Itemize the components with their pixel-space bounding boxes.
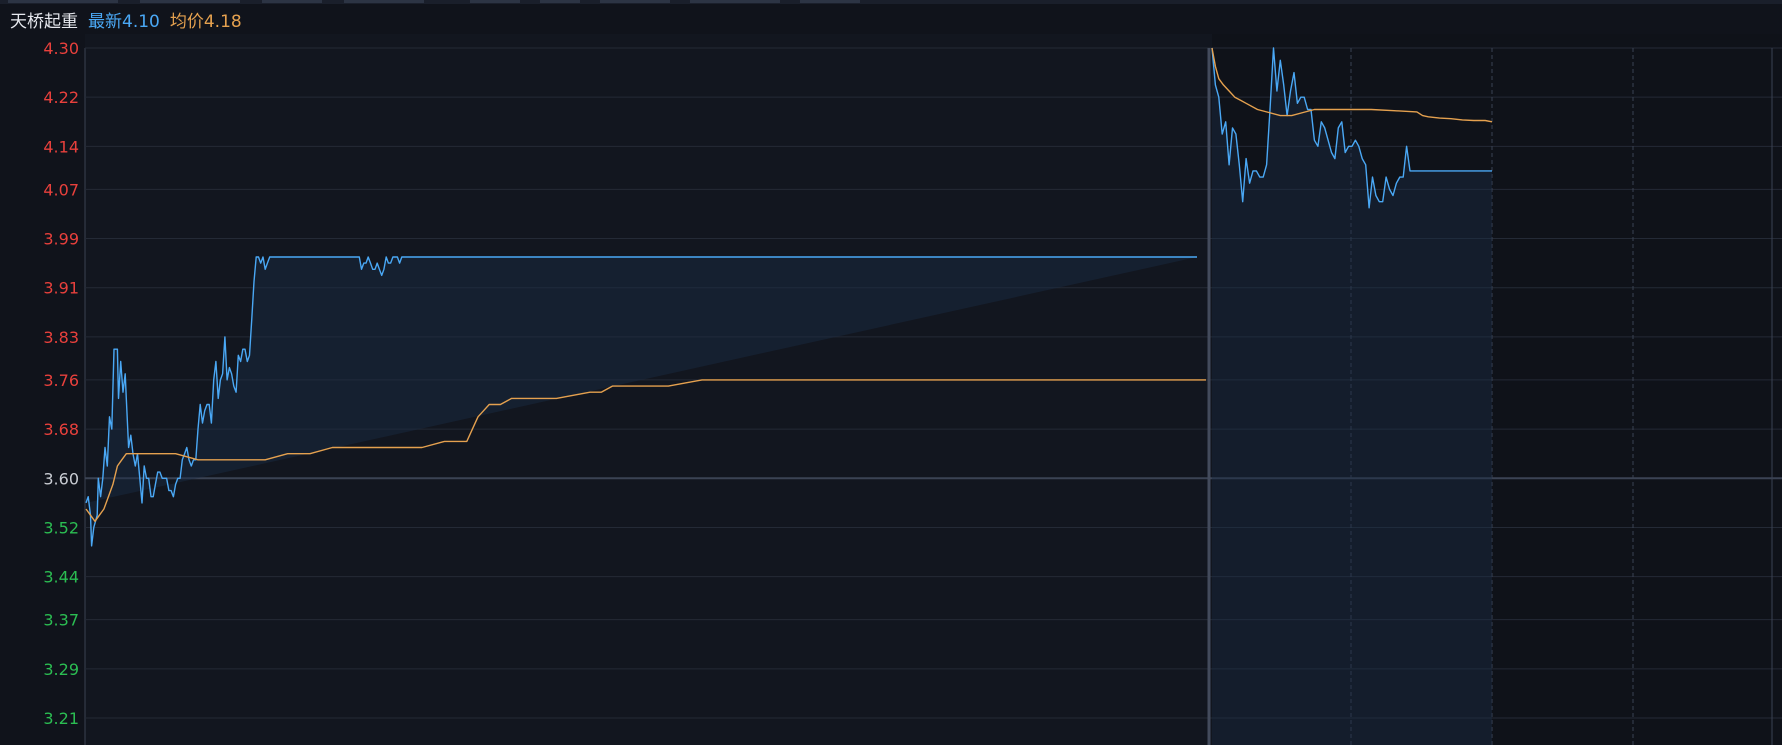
tab-marker [540, 0, 580, 3]
tab-marker [800, 0, 860, 3]
tab-marker [470, 0, 520, 3]
y-tick-label: 3.29 [43, 660, 79, 679]
y-tick-label: 3.52 [43, 518, 79, 537]
price-line [85, 256, 1197, 547]
tab-marker [262, 0, 322, 3]
y-tick-label: 3.21 [43, 709, 79, 728]
latest-price: 最新4.10 [88, 11, 160, 32]
tab-marker [600, 0, 670, 3]
stock-name[interactable]: 天桥起重 [10, 11, 78, 32]
price-area-fill [86, 257, 1197, 546]
y-tick-label: 3.83 [43, 328, 79, 347]
top-tab-strip [0, 0, 1782, 4]
price-line [1211, 47, 1492, 209]
average-price: 均价4.18 [169, 11, 242, 32]
price-area-fill [1212, 48, 1492, 745]
y-tick-label: 3.44 [43, 568, 79, 587]
y-tick-label: 3.37 [43, 611, 79, 630]
y-tick-label: 4.07 [43, 180, 79, 199]
tab-marker [140, 0, 240, 3]
y-tick-label: 3.76 [43, 371, 79, 390]
tab-marker [690, 0, 780, 3]
y-tick-label: 3.99 [43, 230, 79, 249]
quote-header: 天桥起重 最新4.10 均价4.18 [0, 4, 1782, 34]
average-price-line [1211, 47, 1493, 123]
average-price-line [85, 379, 1206, 522]
y-tick-label: 4.14 [43, 137, 79, 156]
y-tick-label: 4.22 [43, 88, 79, 107]
y-tick-label: 3.91 [43, 279, 79, 298]
y-tick-label: 4.30 [43, 39, 79, 58]
next-day-area [1212, 34, 1782, 745]
tab-marker [344, 0, 424, 3]
intraday-price-chart[interactable]: 4.30 4.22 4.14 4.07 3.99 3.91 3.83 3.76 3.68 3.60… [0, 34, 1782, 745]
y-tick-label: 3.60 [43, 469, 79, 488]
y-tick-label: 3.68 [43, 420, 79, 439]
tab-marker [8, 0, 118, 3]
